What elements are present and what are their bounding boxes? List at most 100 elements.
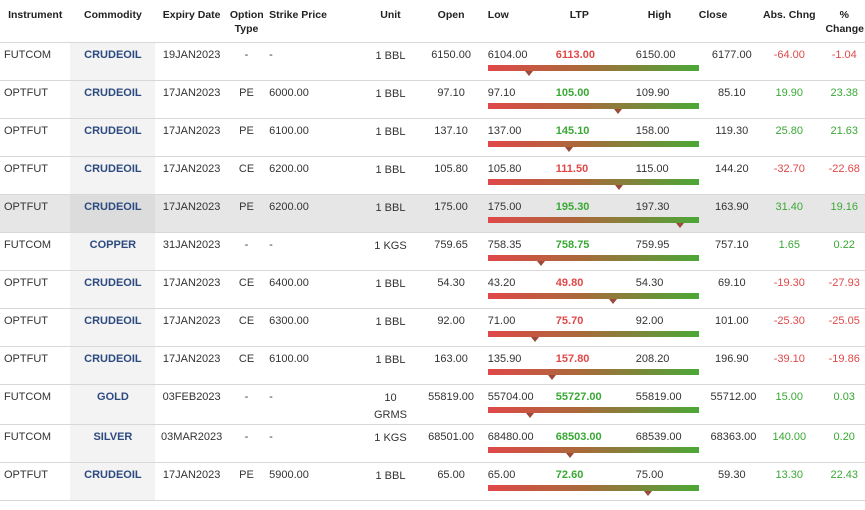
header-range[interactable]: Low LTP High Close: [485, 0, 727, 43]
commodity-link[interactable]: CRUDEOIL: [70, 156, 156, 195]
instrument-cell: FUTCOM: [0, 424, 71, 463]
header-strike-price[interactable]: Strike Price: [265, 0, 365, 43]
header-pct-change[interactable]: % Change: [823, 0, 865, 43]
table-row[interactable]: FUTCOM COPPER 31JAN2023- -1 KGS 759.65 758.35…: [0, 232, 865, 271]
pct-change-cell: 0.20: [823, 424, 865, 463]
price-range-cell: 175.00 195.30 197.30: [485, 194, 709, 233]
pct-change-cell: -19.86: [823, 346, 865, 385]
high-value: 6150.00: [635, 48, 676, 61]
table-row[interactable]: OPTFUT CRUDEOIL 17JAN2023 CE 6200.00 1 BBL 105…: [0, 156, 865, 195]
commodity-link[interactable]: CRUDEOIL: [70, 80, 156, 119]
ltp-value: 6113.00: [555, 48, 595, 61]
expiry-date-cell: 03MAR2023: [155, 424, 228, 463]
day-range-bar: [487, 368, 699, 375]
high-value: 55819.00: [635, 390, 682, 403]
header-abs-change[interactable]: Abs. Chng: [755, 0, 824, 43]
instrument-cell: OPTFUT: [0, 80, 71, 119]
expiry-date-cell: 03FEB2023: [155, 384, 228, 425]
header-expiry-date[interactable]: Expiry Date: [155, 0, 228, 43]
open-cell: 6150.00: [416, 42, 486, 81]
header-instrument[interactable]: Instrument: [0, 0, 71, 43]
price-range-cell: 6104.00 6113.00 6150.00: [485, 42, 709, 81]
abs-change-cell: -32.70: [755, 156, 824, 195]
low-value: 105.80: [487, 162, 522, 175]
table-row[interactable]: OPTFUT CRUDEOIL 17JAN2023 PE 6200.00 1 BBL 175…: [0, 194, 865, 233]
open-cell: 65.00: [416, 462, 486, 501]
day-range-bar: [487, 292, 699, 299]
ltp-value: 111.50: [555, 162, 589, 175]
unit-cell: 10 GRMS: [364, 384, 417, 425]
high-value: 158.00: [635, 124, 670, 137]
ltp-marker: [644, 490, 653, 496]
option-type-cell: PE: [227, 462, 266, 501]
header-commodity[interactable]: Commodity: [70, 0, 156, 43]
abs-change-cell: 31.40: [755, 194, 824, 233]
abs-change-cell: -25.30: [755, 308, 824, 347]
expiry-date-cell: 17JAN2023: [155, 194, 228, 233]
strike-price-cell: -: [265, 424, 365, 463]
table-row[interactable]: OPTFUT CRUDEOIL 17JAN2023 PE 6000.00 1 BBL 97.…: [0, 80, 865, 119]
header-option-type[interactable]: Option Type: [227, 0, 266, 43]
open-cell: 175.00: [416, 194, 486, 233]
header-low[interactable]: Low: [487, 9, 509, 21]
header-ltp[interactable]: LTP: [569, 9, 589, 21]
open-cell: 68501.00: [416, 424, 486, 463]
abs-change-cell: 13.30: [755, 462, 824, 501]
price-range-cell: 105.80 111.50 115.00: [485, 156, 709, 195]
close-cell: 196.90: [708, 346, 756, 385]
pct-change-cell: 0.03: [823, 384, 865, 425]
unit-cell: 1 BBL: [364, 156, 417, 195]
unit-cell: 1 BBL: [364, 42, 417, 81]
commodity-link[interactable]: COPPER: [70, 232, 156, 271]
strike-price-cell: -: [265, 42, 365, 81]
strike-price-cell: 6300.00: [265, 308, 365, 347]
low-value: 65.00: [487, 468, 516, 481]
instrument-cell: OPTFUT: [0, 118, 71, 157]
option-type-cell: -: [227, 384, 266, 425]
table-row[interactable]: OPTFUT CRUDEOIL 17JAN2023 PE 5900.00 1 BBL 65.…: [0, 462, 865, 501]
header-open[interactable]: Open: [416, 0, 486, 43]
table-row[interactable]: OPTFUT CRUDEOIL 17JAN2023 CE 6300.00 1 BBL 92.…: [0, 308, 865, 347]
table-row[interactable]: FUTCOM SILVER 03MAR2023- -1 KGS 68501.00 6848…: [0, 424, 865, 463]
commodity-link[interactable]: CRUDEOIL: [70, 194, 156, 233]
expiry-date-cell: 17JAN2023: [155, 346, 228, 385]
pct-change-cell: -1.04: [823, 42, 865, 81]
commodity-link[interactable]: CRUDEOIL: [70, 308, 156, 347]
header-high[interactable]: High: [647, 9, 672, 21]
commodity-link[interactable]: CRUDEOIL: [70, 118, 156, 157]
commodity-link[interactable]: SILVER: [70, 424, 156, 463]
abs-change-cell: 19.90: [755, 80, 824, 119]
option-type-cell: CE: [227, 270, 266, 309]
commodity-link[interactable]: CRUDEOIL: [70, 462, 156, 501]
commodity-link[interactable]: CRUDEOIL: [70, 270, 156, 309]
high-value: 75.00: [635, 468, 664, 481]
commodity-link[interactable]: CRUDEOIL: [70, 346, 156, 385]
option-type-cell: PE: [227, 118, 266, 157]
low-value: 135.90: [487, 352, 522, 365]
day-range-bar: [487, 64, 699, 71]
day-range-bar: [487, 216, 699, 223]
commodity-link[interactable]: CRUDEOIL: [70, 42, 156, 81]
close-cell: 757.10: [708, 232, 756, 271]
day-range-bar: [487, 406, 699, 413]
table-row[interactable]: OPTFUT CRUDEOIL 17JAN2023 CE 6100.00 1 BBL 163…: [0, 346, 865, 385]
table-row[interactable]: OPTFUT CRUDEOIL 17JAN2023 PE 6100.00 1 BBL 137…: [0, 118, 865, 157]
table-row[interactable]: OPTFUT CRUDEOIL 17JAN2023 CE 6400.00 1 BBL 54.…: [0, 270, 865, 309]
instrument-cell: OPTFUT: [0, 156, 71, 195]
table-row[interactable]: FUTCOM CRUDEOIL 19JAN2023- -1 BBL 6150.00 610…: [0, 42, 865, 81]
ltp-marker: [565, 146, 574, 152]
commodity-link[interactable]: GOLD: [70, 384, 156, 425]
option-type-cell: CE: [227, 308, 266, 347]
header-close[interactable]: Close: [698, 9, 728, 21]
abs-change-cell: -39.10: [755, 346, 824, 385]
ltp-value: 758.75: [555, 238, 590, 251]
ltp-marker: [566, 452, 575, 458]
high-value: 115.00: [635, 162, 669, 175]
table-row[interactable]: FUTCOM GOLD 03FEB2023- -10 GRMS 55819.00 5570…: [0, 384, 865, 425]
day-range-bar: [487, 102, 699, 109]
header-unit[interactable]: Unit: [364, 0, 417, 43]
pct-change-cell: -27.93: [823, 270, 865, 309]
expiry-date-cell: 17JAN2023: [155, 270, 228, 309]
ltp-marker: [609, 298, 618, 304]
high-value: 197.30: [635, 200, 670, 213]
